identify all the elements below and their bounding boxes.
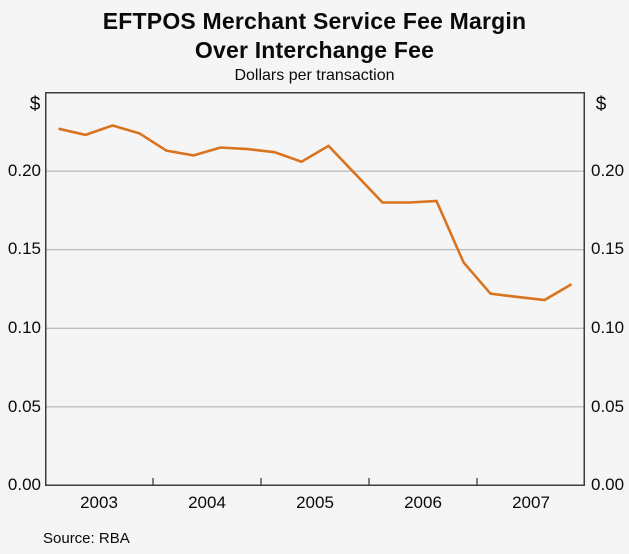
y-axis-label-left-0.10: 0.10 [7,318,41,337]
y-axis-label-left-0.05: 0.05 [7,397,41,416]
y-axis-label-left-0.20: 0.20 [7,161,41,180]
x-axis-label-2007: 2007 [512,493,550,512]
chart-title: EFTPOS Merchant Service Fee Margin Over … [0,7,629,65]
y-axis-label-right-0.20: 0.20 [591,161,625,180]
x-axis-label-2003: 2003 [80,493,118,512]
x-axis-label-2005: 2005 [296,493,334,512]
y-axis-unit-right: $ [595,94,607,115]
y-axis-label-left-0.15: 0.15 [7,239,41,258]
plot-frame [45,92,585,486]
y-axis-label-right-0.15: 0.15 [591,239,625,258]
chart-title-line1: EFTPOS Merchant Service Fee Margin [102,8,527,34]
plot-area [45,92,585,486]
y-axis-label-right-0.10: 0.10 [591,318,625,337]
y-axis-unit-left: $ [29,94,41,115]
chart-title-line2: Over Interchange Fee [194,37,435,63]
y-axis-label-left-0.00: 0.00 [7,475,41,494]
x-axis-label-2006: 2006 [404,493,442,512]
x-axis-label-2004: 2004 [188,493,226,512]
y-axis-label-right-0.05: 0.05 [591,397,625,416]
y-axis-label-right-0.00: 0.00 [591,475,625,494]
series-line-eftpos-margin [58,124,573,302]
source-note: Source: RBA [43,530,130,547]
chart-subtitle: Dollars per transaction [234,67,395,84]
